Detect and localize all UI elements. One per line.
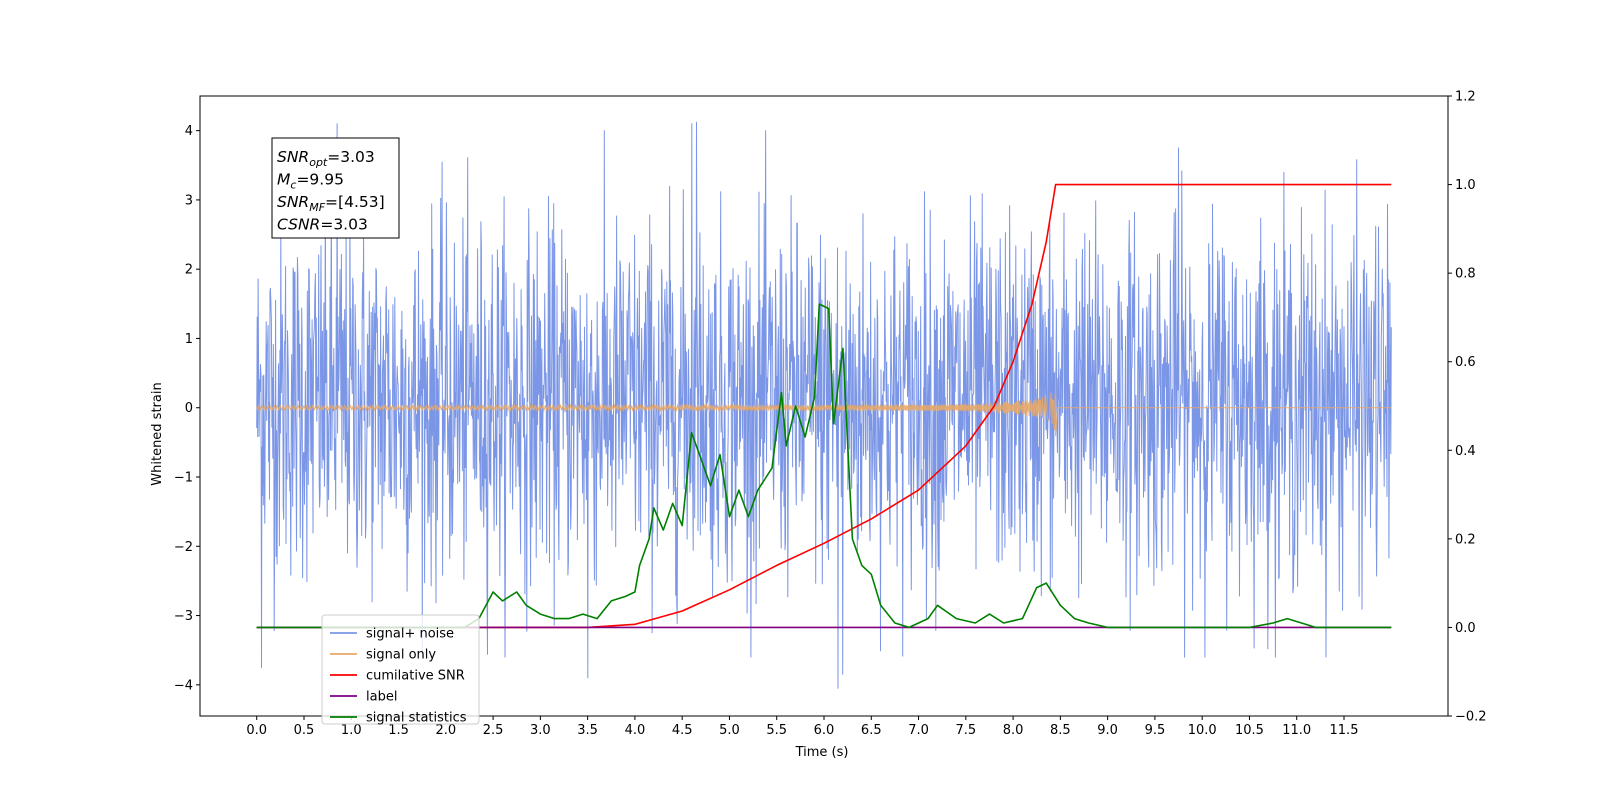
- annotation-line: Mc=9.95: [277, 171, 344, 192]
- y-tick-label: 3: [185, 193, 193, 208]
- x-tick-label: 1.0: [341, 723, 362, 738]
- annotation-symbol: M: [277, 171, 290, 189]
- legend-label-label: label: [366, 690, 397, 705]
- annotation-subscript: MF: [309, 201, 325, 214]
- x-tick-label: 5.5: [766, 723, 787, 738]
- x-tick-label: 1.5: [388, 723, 409, 738]
- annotation-value: =3.03: [320, 216, 368, 234]
- annotation-symbol: SNR: [277, 148, 309, 166]
- x-tick-label: 4.0: [625, 723, 646, 738]
- y2-tick-label: 0.4: [1455, 444, 1476, 459]
- x-tick-label: 6.5: [861, 723, 882, 738]
- legend-label-cumilative-snr: cumilative SNR: [366, 669, 465, 684]
- y2-tick-label: 0.6: [1455, 355, 1476, 370]
- y-tick-label: −2: [174, 540, 193, 555]
- legend-label-signal-only: signal only: [366, 648, 436, 663]
- y-tick-label: 1: [185, 332, 193, 347]
- series-signal-only: [256, 369, 1392, 437]
- x-tick-label: 8.0: [1003, 723, 1024, 738]
- y2-tick-label: 0.2: [1455, 532, 1476, 547]
- y-tick-label: 2: [185, 263, 193, 278]
- annotation-value: =[4.53]: [325, 193, 385, 211]
- x-axis-label: Time (s): [795, 745, 849, 760]
- annotation-line: CSNR=3.03: [277, 216, 368, 234]
- y-tick-label: −3: [174, 609, 193, 624]
- legend-label-signal-statistics: signal statistics: [366, 711, 467, 726]
- series-noise-layer: [256, 121, 1392, 689]
- series-cumilative-snr: [256, 183, 1392, 629]
- y-tick-label: −4: [174, 678, 193, 693]
- y2-tick-label: 0.8: [1455, 267, 1476, 282]
- x-tick-label: 3.0: [530, 723, 551, 738]
- annotation-value: =3.03: [327, 148, 375, 166]
- annotation-subscript: c: [290, 179, 296, 192]
- x-tick-label: 10.0: [1188, 723, 1217, 738]
- series-signal-noise: [256, 121, 1392, 689]
- annotation-frame: [271, 137, 400, 239]
- series-signal-statistics: [256, 303, 1392, 629]
- y2-tick-label: 1.0: [1455, 178, 1476, 193]
- annotation-symbol: CSNR: [277, 216, 320, 234]
- y-axis-label: Whitened strain: [150, 382, 165, 485]
- x-tick-label: 4.5: [672, 723, 693, 738]
- annotation-value: =9.95: [296, 171, 344, 189]
- x-tick-label: 3.5: [577, 723, 598, 738]
- x-tick-label: 9.0: [1097, 723, 1118, 738]
- y-tick-label: 4: [185, 124, 193, 139]
- x-tick-label: 2.5: [483, 723, 504, 738]
- y-axis-left: −4 −3 −2 −1 0 1 2 3 4: [174, 124, 200, 693]
- x-tick-label: 5.0: [719, 723, 740, 738]
- x-tick-label: 0.5: [294, 723, 315, 738]
- x-tick-label: 0.0: [246, 723, 267, 738]
- x-tick-label: 8.5: [1050, 723, 1071, 738]
- annotation-line: SNRopt=3.03: [277, 148, 375, 169]
- y-axis-right: −0.2 0.0 0.2 0.4 0.6 0.8 1.0 1.2: [1448, 90, 1487, 725]
- annotation-subscript: opt: [309, 156, 328, 169]
- y2-tick-label: −0.2: [1455, 710, 1487, 725]
- x-tick-label: 9.5: [1145, 723, 1166, 738]
- annotation-symbol: SNR: [277, 193, 309, 211]
- legend-label-signal-noise: signal+ noise: [366, 627, 454, 642]
- x-axis: 0.0 0.5 1.0 1.5 2.0 2.5 3.0 3.5 4.0 4.5 5.0 5.5 6.0 6…: [246, 716, 1358, 738]
- x-tick-label: 10.5: [1235, 723, 1264, 738]
- y2-tick-label: 1.2: [1455, 90, 1476, 105]
- annotation-line: SNRMF=[4.53]: [277, 193, 385, 214]
- y-tick-label: 0: [185, 401, 193, 416]
- y2-tick-label: 0.0: [1455, 621, 1476, 636]
- x-tick-label: 7.0: [908, 723, 929, 738]
- x-tick-label: 2.0: [435, 723, 456, 738]
- x-tick-label: 7.5: [955, 723, 976, 738]
- legend-frame: [321, 614, 480, 725]
- series-signal-layer: [256, 369, 1392, 437]
- legend: signal+ noise signal only cumilative SNR la…: [321, 614, 480, 726]
- y-tick-label: −1: [174, 471, 193, 486]
- x-tick-label: 11.0: [1282, 723, 1311, 738]
- x-tick-label: 6.0: [814, 723, 835, 738]
- x-tick-label: 11.5: [1330, 723, 1359, 738]
